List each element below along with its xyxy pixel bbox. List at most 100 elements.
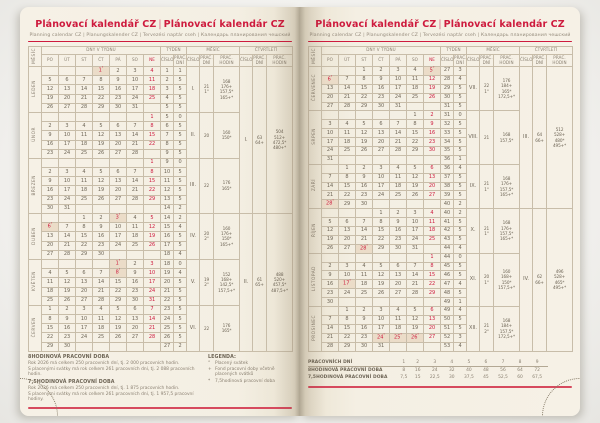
- stat-line: HODIN: [552, 59, 567, 65]
- day-cell: 4: [338, 119, 356, 130]
- day-cell: 6: [58, 75, 76, 86]
- day-cell: 15: [406, 128, 424, 139]
- day-cell: 6: [75, 268, 93, 279]
- empty-day-cell: [389, 199, 407, 210]
- month-workdays: 20 2°: [199, 213, 215, 260]
- conversion-value: 37,5: [463, 375, 474, 381]
- calendar-row: 31 36 1: [309, 154, 573, 165]
- day-cell: 15: [422, 270, 442, 281]
- week-workdays: 5: [173, 75, 188, 86]
- week-number: 3: [160, 84, 175, 95]
- day-cell: 25: [406, 92, 424, 103]
- day-cell: 24°: [372, 332, 390, 343]
- stat-line: 21: [483, 134, 490, 140]
- left-page: Plánovací kalendář CZ | Plánovací kalendár…: [20, 7, 300, 416]
- week-workdays: 5: [173, 323, 188, 334]
- week-workdays: 5: [173, 130, 188, 141]
- day-cell: 15: [41, 323, 59, 334]
- week-number: 40: [440, 208, 455, 219]
- header-month-label: MĚSÍC: [311, 47, 317, 64]
- week-workdays: 5: [173, 185, 188, 196]
- empty-day-cell: [422, 297, 442, 308]
- day-cell: 5: [321, 217, 339, 228]
- empty-day-cell: [406, 101, 424, 112]
- day-cell: 23: [355, 190, 373, 201]
- month-workhours: 168 176+ 157,5* 165+*: [493, 208, 521, 254]
- day-cell: 18: [41, 286, 59, 297]
- day-cell: 19: [58, 286, 76, 297]
- month-name: ČERVENEC: [308, 65, 322, 112]
- month-workhours: 152 168+ 142,5* 157,5+*: [213, 258, 241, 306]
- day-cell: 18: [142, 84, 162, 95]
- empty-day-cell: [75, 157, 93, 169]
- day-cell: 19: [142, 231, 162, 242]
- week-number: 6: [160, 121, 175, 132]
- month-name: ZÁŘÍ: [308, 163, 322, 210]
- stat-line: 496: [555, 268, 564, 274]
- day-cell: 8: [75, 222, 93, 233]
- empty-day-cell: [126, 157, 144, 169]
- calendar-row: 7 8 9 10 11 12 13 37 5: [309, 172, 573, 183]
- week-workdays: 2: [173, 341, 188, 352]
- day-cell: 18: [422, 226, 442, 236]
- paid-holiday-mark: °: [118, 259, 121, 264]
- week-number: 52: [440, 332, 455, 343]
- day-cell: 2: [389, 208, 407, 219]
- header-month-group: MĚSÍC: [466, 46, 521, 55]
- day-cell: 22: [142, 185, 162, 196]
- header-day-st: ST: [75, 54, 93, 67]
- header-week-group: TÝDEN: [440, 46, 468, 55]
- day-cell: 11: [389, 172, 407, 183]
- week-workdays: 5: [173, 167, 188, 178]
- day-cell: 3: [389, 66, 407, 76]
- day-cell: 11: [389, 314, 407, 325]
- stat-line: 22: [483, 83, 490, 89]
- header-sub-label: ČÍSLO: [239, 54, 254, 67]
- quarter-number: I.: [239, 66, 254, 214]
- stat-line: 1°: [484, 186, 489, 192]
- header-sub-label: ČÍSLO: [440, 54, 455, 67]
- day-cell: 7: [389, 119, 407, 130]
- empty-day-cell: [338, 110, 356, 121]
- day-cell: 26: [355, 146, 373, 156]
- month-name: ÚNOR: [28, 111, 42, 159]
- empty-day-cell: [321, 110, 339, 121]
- empty-day-cell: [142, 203, 162, 215]
- day-cell: 6: [338, 217, 356, 228]
- stat-line: PRAC.: [500, 55, 513, 60]
- conversion-row-label: 7,5HODINOVÁ PRACOVNÍ DOBA: [308, 375, 388, 381]
- day-cell: 10: [75, 314, 93, 325]
- week-workdays: 5: [173, 121, 188, 132]
- week-number: 49: [440, 306, 455, 316]
- month-number: XII.: [466, 306, 481, 352]
- empty-day-cell: [355, 297, 373, 308]
- day-cell: 1: [406, 110, 424, 121]
- empty-day-cell: [389, 341, 407, 352]
- month-number: II.: [186, 111, 201, 159]
- day-cell: 3°: [109, 212, 127, 224]
- day-cell: 26: [406, 190, 424, 201]
- paid-holiday-mark: °: [50, 222, 53, 227]
- empty-day-cell: [142, 148, 162, 159]
- day-cell: 9: [372, 74, 390, 85]
- legend-text: Placený svátek: [215, 361, 248, 367]
- day-cell: 30: [422, 146, 442, 156]
- conversion-value: 7,5: [400, 375, 408, 381]
- stat-line: 157,5*: [499, 328, 514, 334]
- day-cell: 19: [321, 234, 339, 245]
- day-cell: 26: [92, 148, 110, 159]
- stat-line: 61: [256, 276, 263, 282]
- day-cell: 15: [109, 277, 127, 288]
- stat-line: 157,5*: [499, 230, 514, 236]
- calendar-row: 26 27 28 29 30 31 5 5: [29, 102, 293, 113]
- day-cell: 14: [58, 231, 76, 242]
- week-workdays: 1: [453, 154, 468, 165]
- day-cell: 10: [321, 128, 339, 139]
- stat-line: 2°: [484, 328, 489, 334]
- day-cell: 22: [338, 190, 356, 201]
- stat-line: 488: [275, 271, 284, 277]
- day-cell: 27: [372, 146, 390, 156]
- stat-line: 168: [502, 220, 511, 226]
- week-number: 37: [440, 172, 455, 183]
